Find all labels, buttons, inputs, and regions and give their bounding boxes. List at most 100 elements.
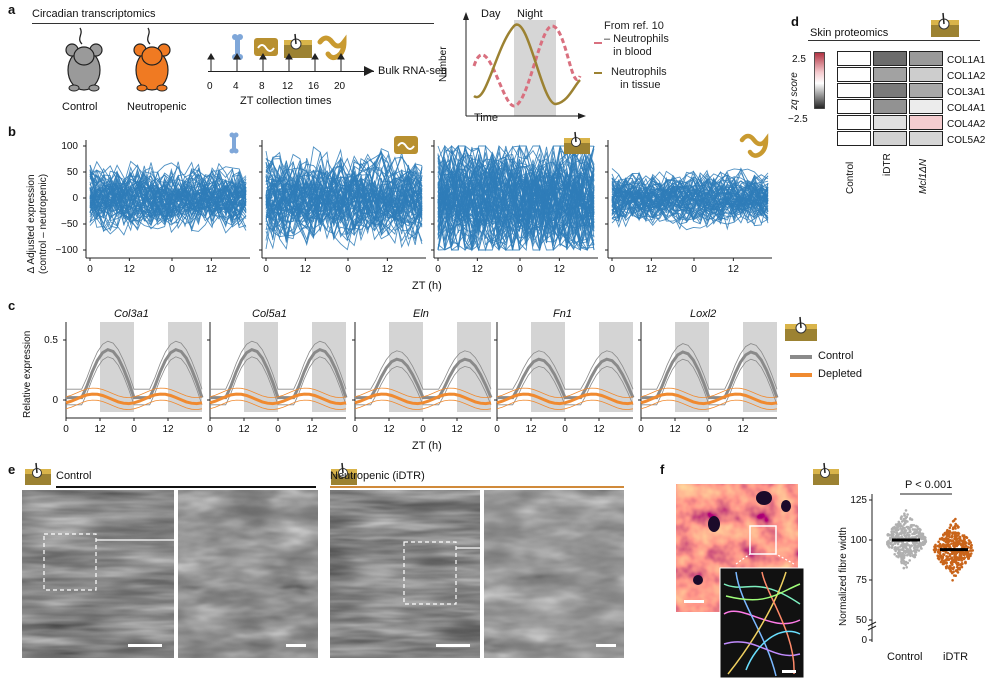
panel-c-x-tick: 12 [238, 424, 250, 435]
data-point [906, 543, 909, 546]
data-point [888, 542, 891, 545]
panel-c-y-label: Relative expression [22, 331, 33, 418]
data-point [899, 532, 902, 535]
data-point [957, 537, 960, 540]
panel-c-subplot: 0 12 0 12 [494, 322, 633, 435]
data-point [900, 515, 903, 518]
data-point [903, 567, 906, 570]
heatmap-cell [873, 67, 907, 82]
data-point [897, 543, 900, 546]
data-point [895, 555, 898, 558]
panel-c-x-tick: 12 [306, 424, 318, 435]
panel-label-e: e [8, 462, 15, 477]
data-point [898, 548, 901, 551]
data-point [901, 520, 904, 523]
panel-b-x-tick: 0 [87, 264, 93, 275]
data-point [945, 555, 948, 558]
data-point [969, 549, 972, 552]
panel-b-x-tick: 0 [517, 264, 523, 275]
panel-e-control-bar [56, 486, 316, 488]
data-point [970, 546, 973, 549]
circadian-inset-plot [452, 6, 592, 126]
panel-c-x-tick: 12 [525, 424, 537, 435]
panel-label-f: f [660, 462, 664, 477]
data-point [971, 549, 974, 552]
night-shade [244, 322, 278, 412]
data-point [919, 544, 922, 547]
heatmap-cell [873, 131, 907, 146]
data-point [947, 541, 950, 544]
colorbar-tick-low: −2.5 [788, 114, 808, 125]
data-point [914, 548, 917, 551]
data-point [911, 533, 914, 536]
data-point [909, 547, 912, 550]
panel-b-subplot: 0 12 0 12 [259, 140, 426, 275]
protein-label: COL4A2 [947, 117, 985, 133]
panel-f-x-idtr: iDTR [943, 651, 968, 663]
data-point [934, 551, 937, 554]
panel-b-x-tick: 0 [691, 264, 697, 275]
data-point [900, 556, 903, 559]
data-point [953, 519, 956, 522]
colorbar-label: zq score [789, 72, 800, 110]
panel-b-x-tick: 12 [382, 264, 394, 275]
panel-c-x-tick: 12 [94, 424, 106, 435]
zt-tick-0: 0 [207, 81, 213, 92]
panel-b-subplot: 0 12 0 12 [431, 140, 598, 275]
data-point [906, 549, 909, 552]
data-point [923, 536, 926, 539]
night-shade [168, 322, 202, 412]
data-point [916, 535, 919, 538]
sem-control-zoom [178, 490, 318, 658]
intestine-icon [742, 136, 766, 156]
protein-label: COL1A2 [947, 69, 985, 85]
panel-b-y-tick: 50 [67, 167, 79, 178]
panel-c-x-tick: 12 [162, 424, 174, 435]
skin-icon [24, 462, 54, 486]
data-point [950, 570, 953, 573]
data-point [965, 545, 968, 548]
colorbar-tick-high: 2.5 [792, 54, 806, 65]
data-point [957, 571, 960, 574]
protein-label: COL4A1 [947, 101, 985, 117]
night-shade [675, 322, 709, 412]
data-point [969, 554, 972, 557]
panel-b-x-tick: 12 [472, 264, 484, 275]
panel-e-control-label: Control [56, 470, 91, 482]
legend-control-swatch [790, 355, 812, 359]
data-point [940, 561, 943, 564]
data-point [910, 550, 913, 553]
panel-a-title: Circadian transcriptomics [32, 8, 155, 20]
data-point [893, 553, 896, 556]
data-point [954, 533, 957, 536]
data-point [939, 544, 942, 547]
data-point [939, 552, 942, 555]
data-point [921, 538, 924, 541]
data-point [911, 524, 914, 527]
zt-tick-8: 8 [259, 81, 265, 92]
heatmap-cell [837, 115, 871, 130]
legend-depleted-swatch [790, 373, 812, 377]
data-point [942, 562, 945, 565]
data-point [901, 530, 904, 533]
data-point [899, 525, 902, 528]
panel-b-x-label: ZT (h) [412, 280, 442, 292]
heatmap-cell [909, 99, 943, 114]
data-point [906, 520, 909, 523]
data-point [914, 556, 917, 559]
panel-b-x-tick: 0 [263, 264, 269, 275]
data-point [891, 546, 894, 549]
data-point [937, 541, 940, 544]
skin-icon [784, 316, 818, 342]
data-point [964, 561, 967, 564]
panel-c-x-tick: 0 [63, 424, 69, 435]
data-point [955, 540, 958, 543]
gene-title-col5a1: Col5a1 [252, 308, 287, 320]
data-point [951, 563, 954, 566]
data-point [908, 559, 911, 562]
data-point [913, 528, 916, 531]
panel-e-neutropenic-label: Neutropenic (iDTR) [330, 470, 425, 482]
data-point [949, 524, 952, 527]
panel-c-plots: 0.500 12 0 12 0 12 0 12 0 12 0 12 0 12 0 12 0 12 0 12 [0, 302, 790, 452]
data-point [894, 542, 897, 545]
